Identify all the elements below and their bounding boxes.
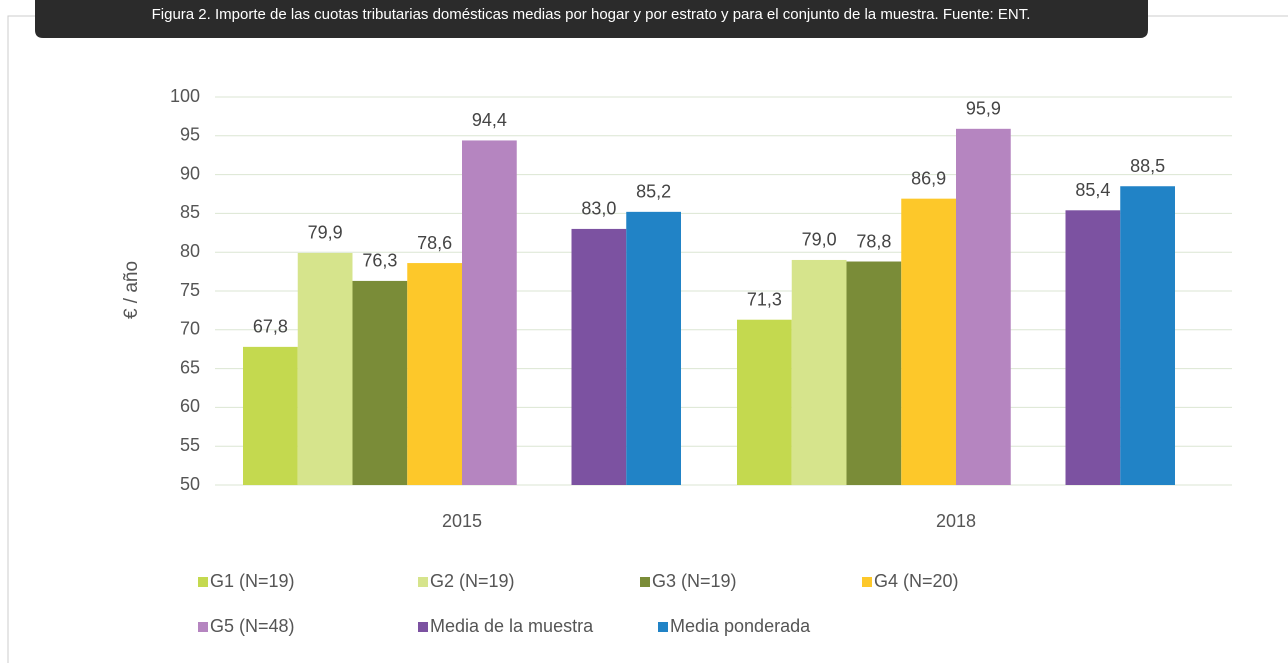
bar [462,140,517,485]
frame [7,15,1288,663]
legend-label: G4 (N=20) [874,571,959,591]
value-label: 79,9 [308,223,343,243]
bar [956,128,1011,486]
y-tick-label: 55 [180,435,200,455]
bar [1065,210,1121,485]
legend-swatch [198,622,208,632]
value-label: 76,3 [362,251,397,271]
y-tick-label: 90 [180,163,200,183]
bar [737,319,792,485]
y-tick-label: 85 [180,202,200,222]
value-label: 85,4 [1075,180,1110,200]
x-tick-label: 2018 [936,511,976,531]
y-tick-label: 70 [180,319,200,339]
legend-label: G2 (N=19) [430,571,515,591]
value-label: 94,4 [472,110,507,130]
legend-label: Media ponderada [670,616,811,636]
bar [626,211,681,485]
legend-swatch [640,577,650,587]
legend-label: G5 (N=48) [210,616,295,636]
bar [297,252,353,485]
y-tick-label: 75 [180,280,200,300]
value-label: 83,0 [581,199,616,219]
legend-label: G1 (N=19) [210,571,295,591]
y-tick-label: 100 [170,86,200,106]
legend-swatch [418,577,428,587]
y-axis-label: € / año [121,261,142,319]
bar [791,259,847,485]
legend-label: G3 (N=19) [652,571,737,591]
bar [407,263,462,485]
value-label: 71,3 [747,289,782,309]
bar [352,280,408,485]
value-label: 78,8 [856,231,891,251]
y-tick-label: 60 [180,396,200,416]
bar [243,346,298,485]
y-tick-label: 50 [180,474,200,494]
y-tick-label: 95 [180,125,200,145]
caption-banner [35,0,1148,38]
value-label: 86,9 [911,168,946,188]
x-tick-label: 2015 [442,511,482,531]
legend-label: Media de la muestra [430,616,594,636]
legend-swatch [198,577,208,587]
value-label: 79,0 [802,230,837,250]
value-label: 85,2 [636,182,671,202]
legend-swatch [658,622,668,632]
bar [846,261,902,485]
value-label: 78,6 [417,233,452,253]
legend-swatch [862,577,872,587]
bar [1120,186,1175,486]
y-tick-label: 80 [180,241,200,261]
caption: Figura 2. Importe de las cuotas tributar… [152,6,1031,23]
y-tick-label: 65 [180,357,200,377]
value-label: 88,5 [1130,156,1165,176]
value-label: 95,9 [966,99,1001,119]
legend-swatch [418,622,428,632]
value-label: 67,8 [253,317,288,337]
bar [571,228,627,486]
bar [901,198,956,485]
